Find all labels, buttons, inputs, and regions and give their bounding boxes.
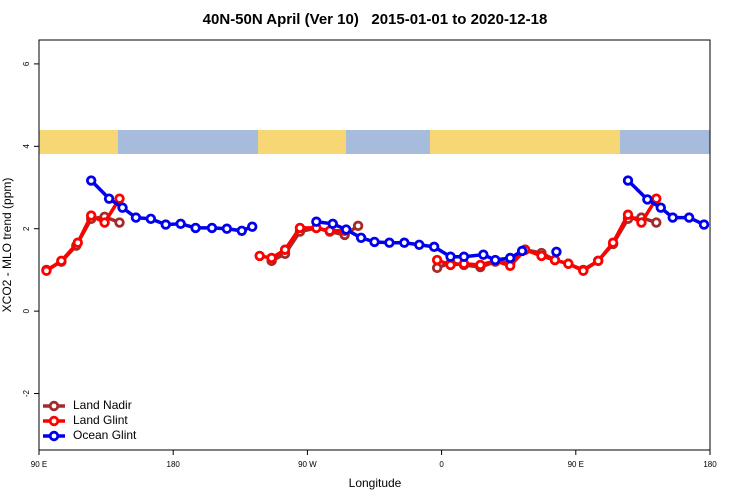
point — [475, 259, 486, 271]
point — [72, 237, 83, 248]
x-tick-label: 0 — [439, 460, 444, 469]
x-tick-label: 90 W — [298, 460, 317, 469]
legend-label: Ocean Glint — [73, 428, 137, 442]
point — [414, 239, 425, 250]
point — [551, 246, 562, 257]
point — [85, 175, 97, 186]
point — [516, 245, 528, 257]
point — [384, 237, 395, 248]
point — [549, 254, 561, 266]
point — [458, 251, 470, 262]
point — [683, 212, 695, 223]
point — [655, 202, 666, 213]
legend-marker — [48, 400, 60, 412]
point — [117, 202, 128, 213]
legend-marker — [48, 430, 60, 442]
point — [266, 252, 277, 264]
point — [431, 254, 443, 266]
point — [114, 217, 125, 228]
point — [445, 259, 456, 271]
point — [592, 255, 604, 267]
point — [399, 237, 410, 248]
x-tick-label: 180 — [167, 460, 181, 469]
point — [352, 220, 364, 232]
point — [651, 193, 662, 204]
point — [504, 252, 516, 264]
map-strip — [39, 130, 710, 154]
point — [607, 237, 619, 248]
point — [651, 217, 662, 228]
point — [279, 244, 291, 255]
y-tick-label: 2 — [22, 226, 31, 231]
chart-title: 40N-50N April (Ver 10) 2015-01-01 to 202… — [203, 11, 548, 28]
x-axis-label: Longitude — [349, 476, 402, 490]
legend-label: Land Glint — [73, 413, 128, 427]
point — [254, 250, 265, 262]
point — [622, 175, 634, 186]
point — [41, 265, 52, 276]
point — [355, 232, 367, 243]
y-tick-label: 6 — [22, 61, 31, 66]
x-tick-label: 90 E — [31, 460, 47, 469]
point — [206, 222, 218, 234]
point — [175, 218, 186, 229]
legend-label: Land Nadir — [73, 398, 132, 412]
point — [103, 193, 115, 204]
point — [536, 250, 547, 262]
point — [114, 193, 125, 204]
point — [478, 249, 489, 260]
point — [578, 265, 589, 276]
point — [160, 219, 171, 230]
point — [99, 217, 110, 228]
point — [247, 221, 258, 232]
point — [369, 236, 380, 248]
point — [622, 209, 634, 220]
point — [667, 212, 678, 223]
point — [642, 194, 653, 205]
plot-frame — [38, 39, 711, 451]
point — [490, 254, 501, 266]
y-tick-label: 4 — [22, 144, 31, 149]
point — [190, 222, 201, 234]
x-tick-label: 90 E — [568, 460, 584, 469]
point — [221, 223, 233, 234]
x-tick-label: 180 — [703, 460, 717, 469]
y-tick-label: -2 — [22, 389, 31, 397]
series-line — [436, 197, 658, 273]
point — [85, 210, 97, 221]
point — [636, 217, 647, 228]
point — [130, 212, 142, 223]
point — [340, 224, 352, 235]
point — [56, 255, 67, 267]
point — [428, 241, 440, 253]
y-tick-label: 0 — [22, 308, 31, 313]
point — [236, 225, 247, 236]
point — [445, 251, 456, 262]
y-axis-label: XCO2 - MLO trend (ppm) — [0, 178, 14, 313]
point — [327, 218, 338, 229]
point — [311, 216, 322, 227]
point — [294, 222, 306, 234]
point — [145, 213, 157, 225]
legend-marker — [48, 415, 60, 427]
point — [698, 219, 710, 230]
point — [563, 258, 574, 269]
